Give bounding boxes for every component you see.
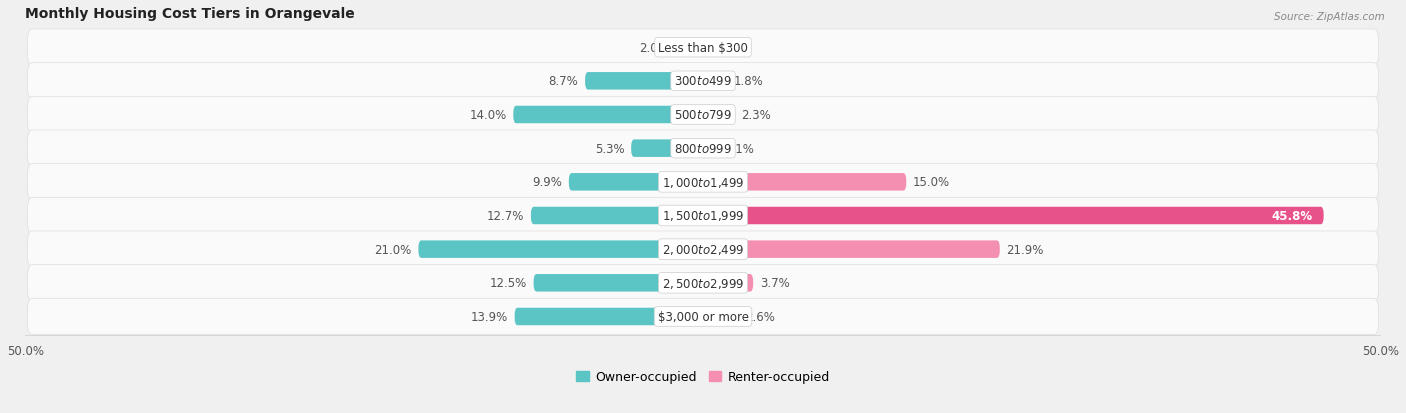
FancyBboxPatch shape	[28, 299, 1378, 335]
FancyBboxPatch shape	[703, 274, 754, 292]
FancyBboxPatch shape	[703, 241, 1000, 258]
Legend: Owner-occupied, Renter-occupied: Owner-occupied, Renter-occupied	[571, 366, 835, 389]
FancyBboxPatch shape	[569, 173, 703, 191]
Text: 12.7%: 12.7%	[486, 209, 524, 223]
Text: $300 to $499: $300 to $499	[673, 75, 733, 88]
Text: 9.9%: 9.9%	[533, 176, 562, 189]
FancyBboxPatch shape	[419, 241, 703, 258]
FancyBboxPatch shape	[534, 274, 703, 292]
FancyBboxPatch shape	[631, 140, 703, 157]
FancyBboxPatch shape	[28, 164, 1378, 201]
Text: $800 to $999: $800 to $999	[673, 142, 733, 155]
FancyBboxPatch shape	[28, 97, 1378, 133]
FancyBboxPatch shape	[28, 64, 1378, 100]
FancyBboxPatch shape	[28, 198, 1378, 234]
FancyBboxPatch shape	[703, 107, 734, 124]
FancyBboxPatch shape	[28, 30, 1378, 66]
Text: 2.6%: 2.6%	[745, 310, 775, 323]
FancyBboxPatch shape	[703, 207, 1323, 225]
FancyBboxPatch shape	[703, 73, 727, 90]
FancyBboxPatch shape	[28, 231, 1378, 268]
Text: 21.0%: 21.0%	[374, 243, 412, 256]
Text: $2,000 to $2,499: $2,000 to $2,499	[662, 242, 744, 256]
Text: $1,500 to $1,999: $1,500 to $1,999	[662, 209, 744, 223]
Text: $500 to $799: $500 to $799	[673, 109, 733, 122]
FancyBboxPatch shape	[513, 107, 703, 124]
Text: 15.0%: 15.0%	[912, 176, 950, 189]
FancyBboxPatch shape	[28, 131, 1378, 167]
Text: 2.0%: 2.0%	[640, 42, 669, 55]
Text: 1.8%: 1.8%	[734, 75, 763, 88]
FancyBboxPatch shape	[703, 308, 738, 325]
Text: $3,000 or more: $3,000 or more	[658, 310, 748, 323]
FancyBboxPatch shape	[703, 140, 718, 157]
Text: 12.5%: 12.5%	[489, 277, 527, 290]
Text: 8.7%: 8.7%	[548, 75, 578, 88]
Text: 45.8%: 45.8%	[1271, 209, 1313, 223]
Text: 5.3%: 5.3%	[595, 142, 624, 155]
FancyBboxPatch shape	[676, 39, 703, 57]
FancyBboxPatch shape	[531, 207, 703, 225]
Text: 13.9%: 13.9%	[471, 310, 508, 323]
FancyBboxPatch shape	[702, 39, 706, 57]
FancyBboxPatch shape	[28, 265, 1378, 301]
FancyBboxPatch shape	[585, 73, 703, 90]
Text: 1.1%: 1.1%	[724, 142, 755, 155]
Text: Less than $300: Less than $300	[658, 42, 748, 55]
Text: Monthly Housing Cost Tiers in Orangevale: Monthly Housing Cost Tiers in Orangevale	[25, 7, 356, 21]
Text: $2,500 to $2,999: $2,500 to $2,999	[662, 276, 744, 290]
Text: 3.7%: 3.7%	[759, 277, 790, 290]
Text: 2.3%: 2.3%	[741, 109, 770, 122]
FancyBboxPatch shape	[703, 173, 907, 191]
Text: 14.0%: 14.0%	[470, 109, 506, 122]
Text: $1,000 to $1,499: $1,000 to $1,499	[662, 176, 744, 190]
FancyBboxPatch shape	[515, 308, 703, 325]
Text: 21.9%: 21.9%	[1007, 243, 1043, 256]
Text: 0.15%: 0.15%	[711, 42, 749, 55]
Text: Source: ZipAtlas.com: Source: ZipAtlas.com	[1274, 12, 1385, 22]
